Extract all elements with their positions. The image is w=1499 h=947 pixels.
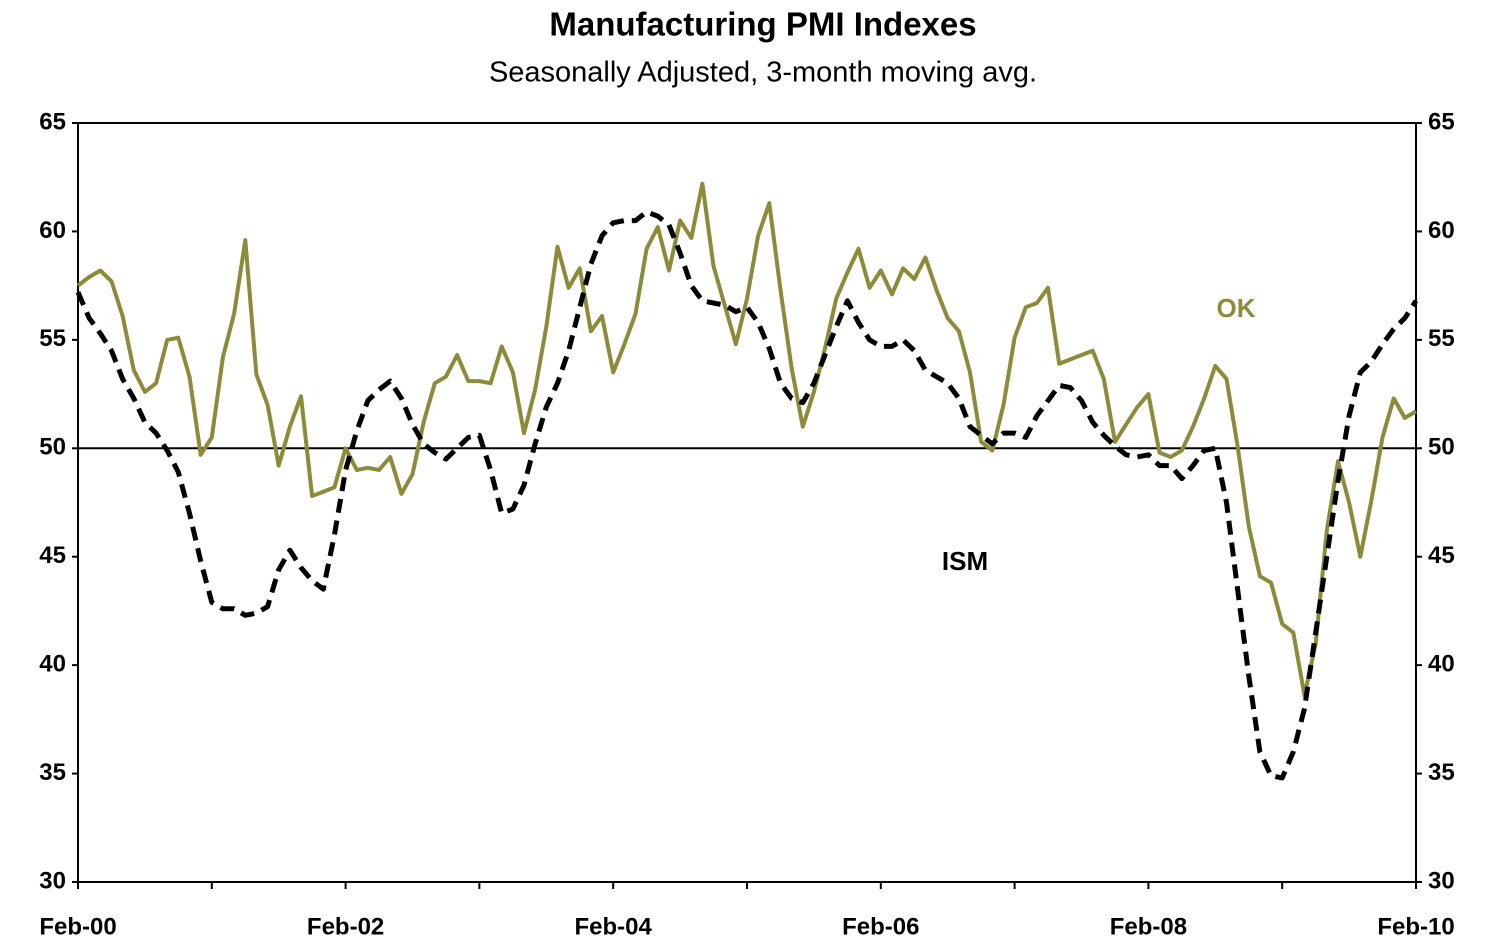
series-line: [76, 181, 1418, 698]
y-tick-label: 65: [39, 108, 66, 135]
x-tick-label: Feb-02: [307, 913, 384, 940]
y-tick-label: 30: [39, 867, 66, 894]
y-tick-label: 55: [39, 325, 66, 352]
x-tick-label: Feb-06: [842, 913, 919, 940]
chart-subtitle: Seasonally Adjusted, 3-month moving avg.: [489, 57, 1037, 89]
series-label: ISM: [942, 546, 988, 576]
series-label: OK: [1217, 293, 1256, 323]
y2-tick-label: 45: [1428, 542, 1455, 569]
y2-tick-label: 30: [1428, 867, 1455, 894]
x-tick-label: Feb-08: [1110, 913, 1187, 940]
y-tick-label: 35: [39, 759, 66, 786]
y2-tick-label: 65: [1428, 108, 1455, 135]
series-line: [75, 209, 1419, 781]
y2-tick-label: 60: [1428, 217, 1455, 244]
x-tick-label: Feb-04: [575, 913, 653, 940]
y-tick-label: 50: [39, 434, 66, 461]
x-tick-label: Feb-10: [1377, 913, 1454, 940]
y-tick-label: 45: [39, 542, 66, 569]
y-tick-label: 60: [39, 217, 66, 244]
y-tick-label: 40: [39, 650, 66, 677]
y2-tick-label: 55: [1428, 325, 1455, 352]
y2-tick-label: 50: [1428, 434, 1455, 461]
y2-tick-label: 40: [1428, 650, 1455, 677]
plot-frame: [77, 122, 1417, 883]
y2-tick-label: 35: [1428, 759, 1455, 786]
chart-title: Manufacturing PMI Indexes: [549, 6, 976, 43]
x-tick-label: Feb-00: [39, 913, 116, 940]
